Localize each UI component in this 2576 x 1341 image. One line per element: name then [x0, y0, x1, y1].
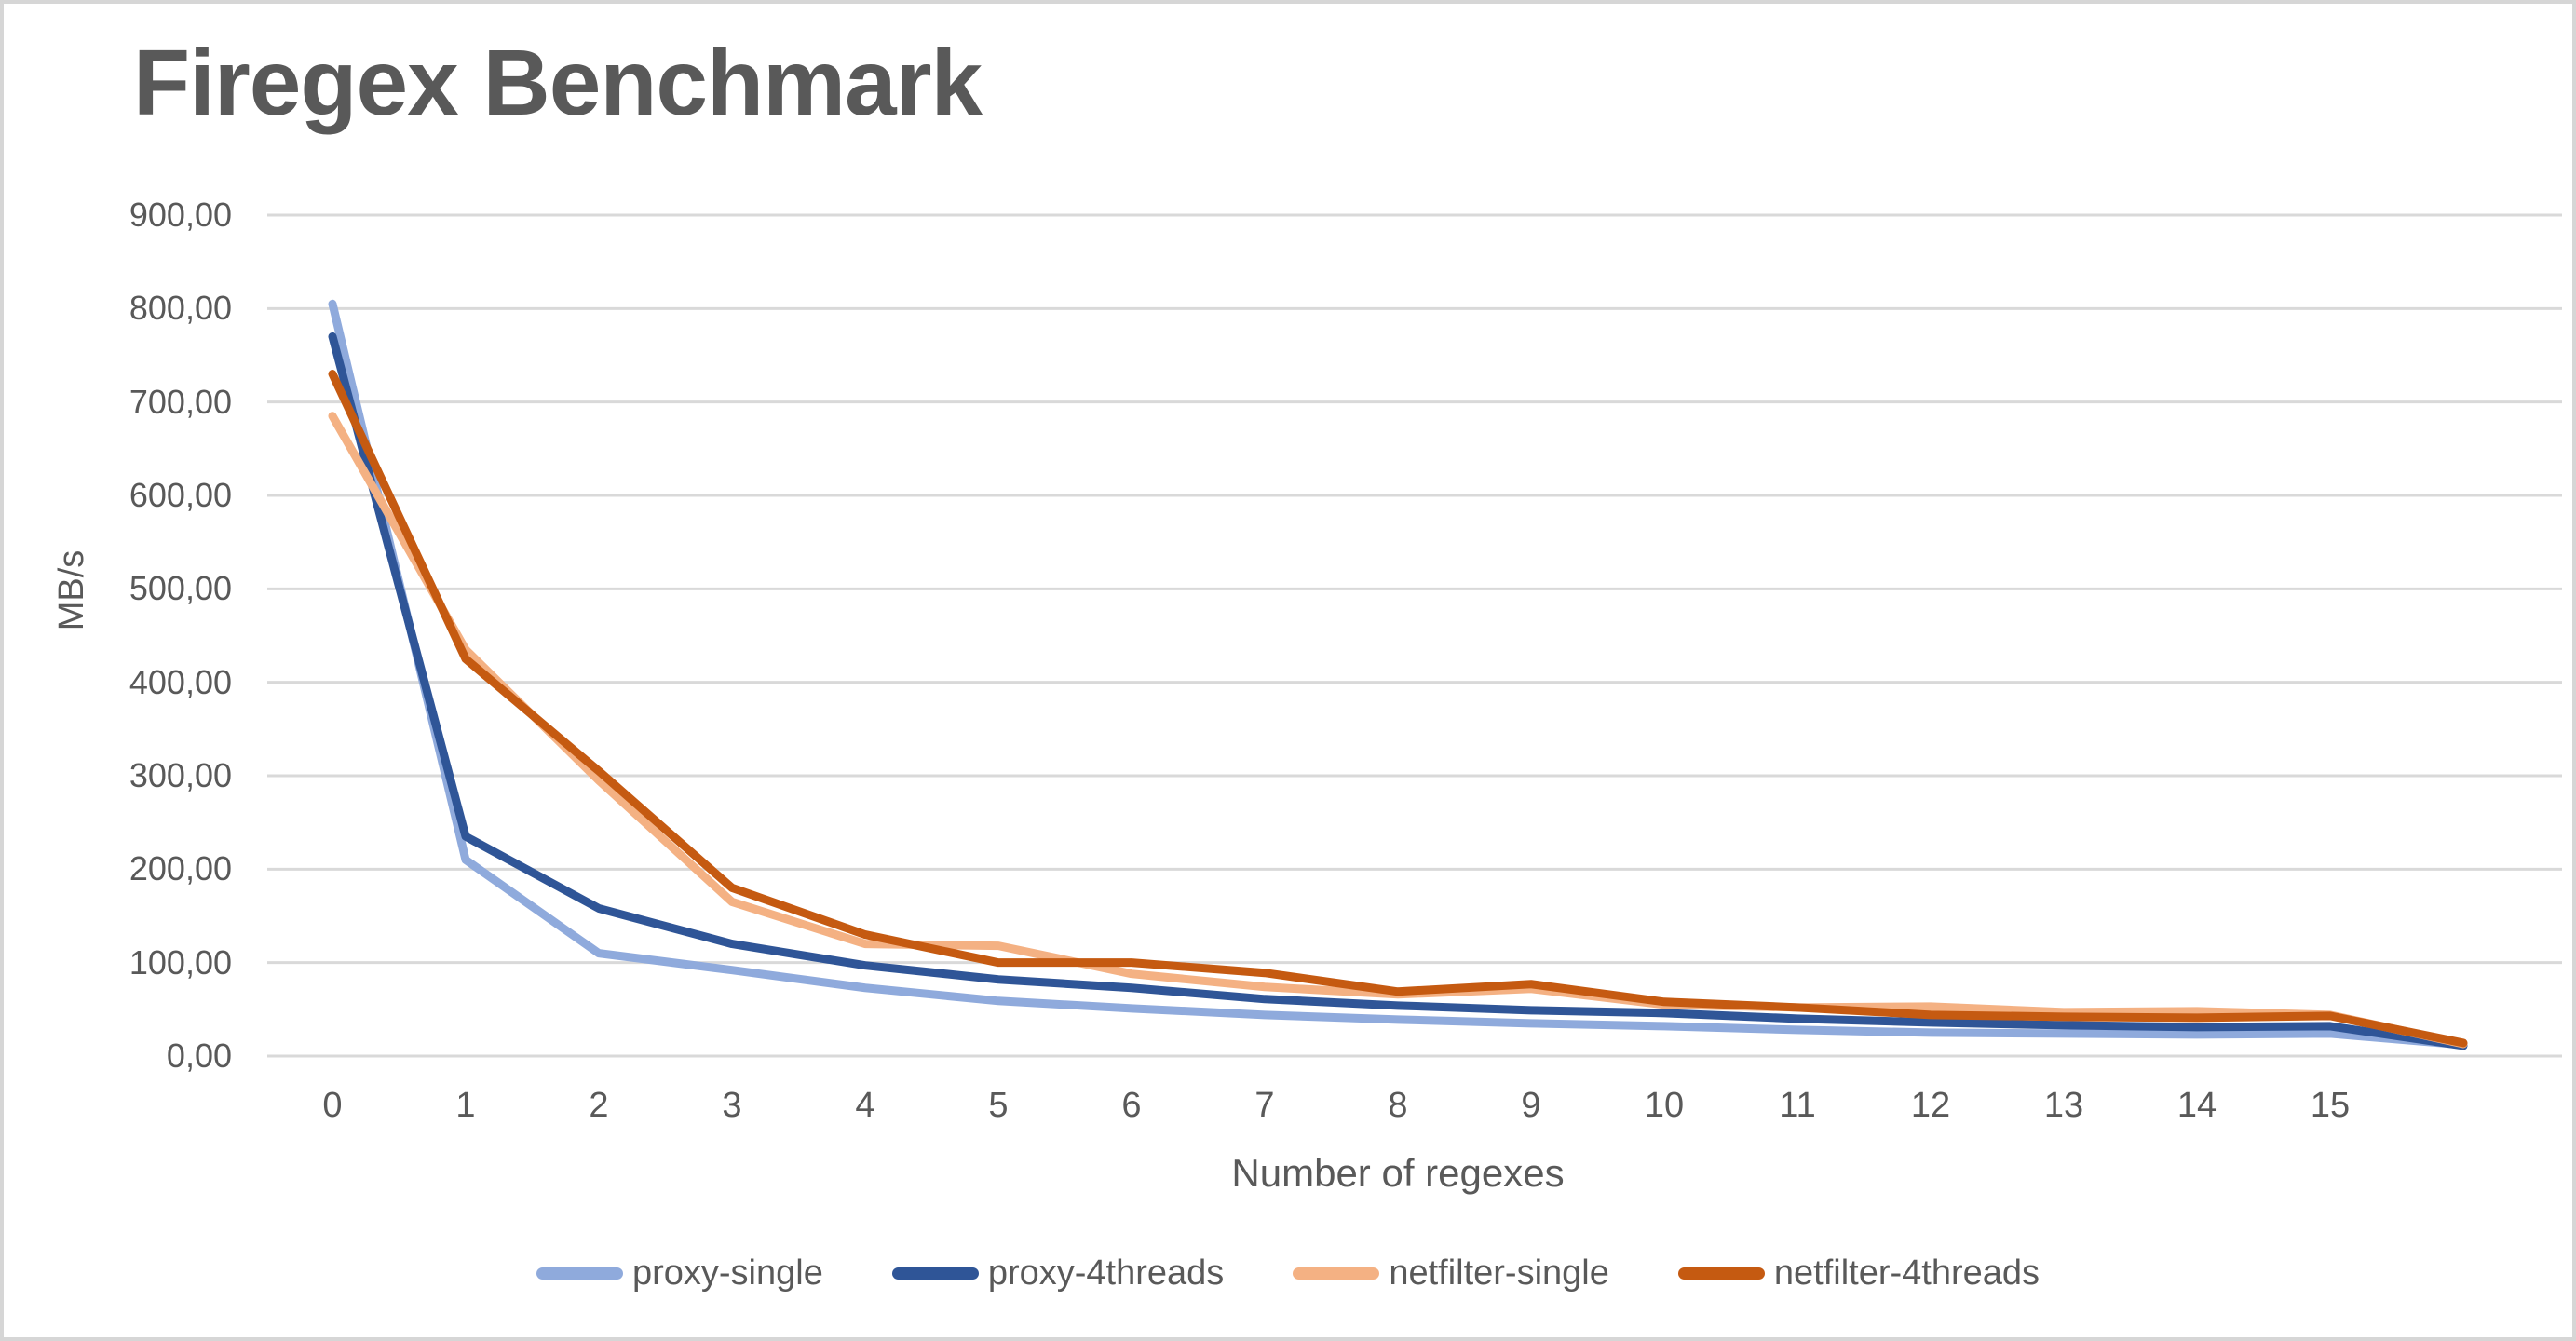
- x-tick-label-10: 10: [1644, 1086, 1685, 1125]
- x-tick-label-0: 0: [322, 1086, 343, 1125]
- legend-label-proxy-single: proxy-single: [631, 1253, 823, 1293]
- y-tick-label-700,00: 700,00: [129, 382, 232, 421]
- series-line-netfilter-4threads: [328, 370, 2468, 1048]
- y-tick-label-400,00: 400,00: [129, 662, 232, 701]
- x-tick-label-11: 11: [1779, 1086, 1816, 1125]
- x-tick-label-7: 7: [1254, 1086, 1275, 1125]
- y-tick-label-0,00: 0,00: [166, 1036, 232, 1075]
- x-tick-label-9: 9: [1521, 1086, 1541, 1125]
- x-tick-label-6: 6: [1121, 1086, 1142, 1125]
- plot-area: [267, 213, 2562, 1058]
- legend-swatch-netfilter-4threads: [1677, 1267, 1765, 1280]
- legend-label-netfilter-4threads: netfilter-4threads: [1773, 1253, 2040, 1293]
- legend-label-proxy-4threads: proxy-4threads: [987, 1253, 1225, 1293]
- x-tick-label-4: 4: [855, 1086, 875, 1125]
- y-tick-label-100,00: 100,00: [129, 942, 232, 982]
- x-tick-label-14: 14: [2176, 1086, 2217, 1125]
- y-axis-title: MB/s: [51, 549, 91, 631]
- legend-label-netfilter-single: netfilter-single: [1389, 1253, 1609, 1293]
- x-tick-label-13: 13: [2043, 1086, 2084, 1125]
- legend-swatch-netfilter-single: [1293, 1267, 1380, 1280]
- y-tick-label-800,00: 800,00: [129, 289, 232, 328]
- x-tick-label-8: 8: [1388, 1086, 1408, 1125]
- legend-swatch-proxy-single: [536, 1267, 623, 1280]
- series-line-proxy-single: [328, 299, 2468, 1050]
- y-tick-label-200,00: 200,00: [129, 849, 232, 888]
- series-line-netfilter-single: [328, 412, 2468, 1049]
- y-tick-label-300,00: 300,00: [129, 756, 232, 794]
- legend-item-netfilter-4threads: netfilter-4threads: [1677, 1253, 2040, 1294]
- legend-item-proxy-single: proxy-single: [536, 1253, 823, 1294]
- x-tick-label-1: 1: [455, 1086, 476, 1125]
- series-line-proxy-4threads: [328, 332, 2468, 1050]
- legend: proxy-single proxy-4threads netfilter-sing…: [4, 1253, 2572, 1294]
- x-tick-label-3: 3: [722, 1086, 742, 1125]
- legend-item-netfilter-single: netfilter-single: [1293, 1253, 1609, 1294]
- legend-item-proxy-4threads: proxy-4threads: [891, 1253, 1225, 1294]
- x-tick-label-2: 2: [589, 1086, 609, 1125]
- x-axis-title: Number of regexes: [1231, 1151, 1565, 1195]
- y-tick-label-900,00: 900,00: [129, 196, 232, 234]
- x-tick-label-5: 5: [988, 1086, 1009, 1125]
- y-tick-label-600,00: 600,00: [129, 476, 232, 514]
- chart-title: Firegex Benchmark: [133, 31, 983, 135]
- y-tick-label-500,00: 500,00: [129, 569, 232, 608]
- legend-swatch-proxy-4threads: [891, 1267, 979, 1280]
- x-tick-label-12: 12: [1910, 1086, 1951, 1125]
- x-tick-label-15: 15: [2310, 1086, 2351, 1125]
